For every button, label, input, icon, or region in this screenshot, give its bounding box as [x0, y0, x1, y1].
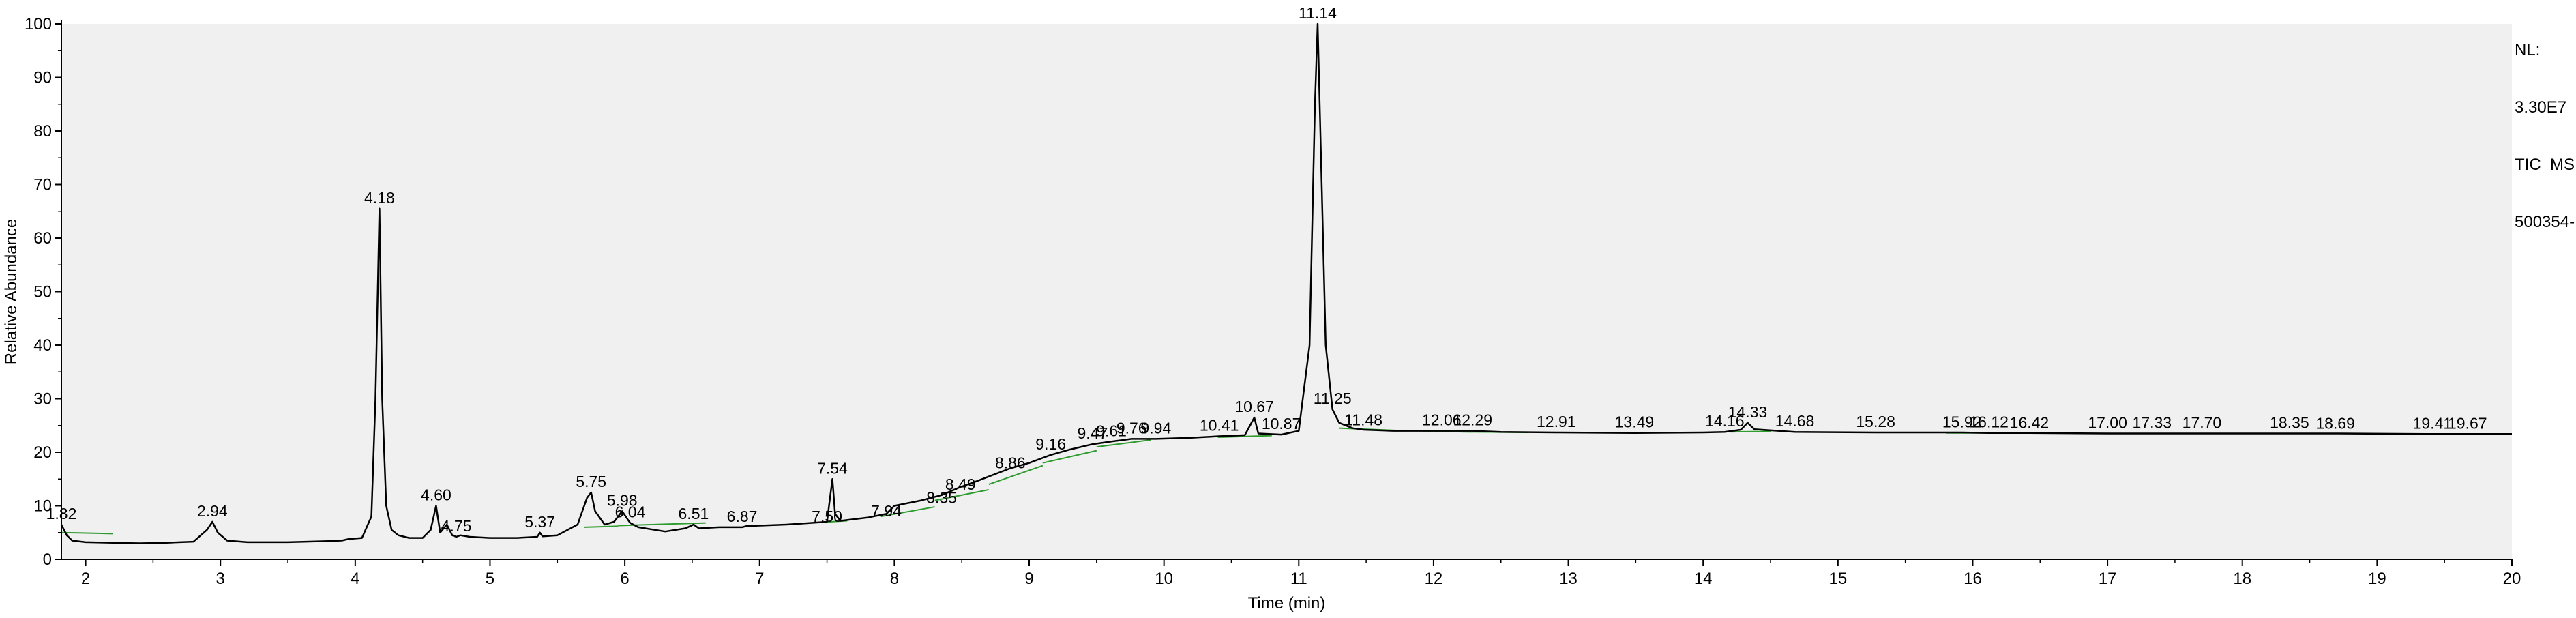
- x-tick-label: 2: [81, 570, 90, 588]
- y-tick-label: 60: [33, 229, 52, 248]
- integration-baseline: [1217, 435, 1272, 439]
- scan-info-panel: NL: 3.30E7 TIC MS 500354-: [2515, 3, 2575, 251]
- x-tick-label: 17: [2099, 570, 2117, 588]
- x-tick-label: 20: [2503, 570, 2521, 588]
- x-tick-label: 15: [1829, 570, 1847, 588]
- integration-baseline: [584, 525, 619, 528]
- x-tick-label: 10: [1155, 570, 1173, 588]
- x-tick-label: 7: [755, 570, 764, 588]
- integration-baseline: [1096, 439, 1151, 448]
- x-tick-label: 3: [216, 570, 225, 588]
- peak-label: 17.00: [2088, 414, 2127, 432]
- x-axis-title: Time (min): [1248, 594, 1326, 613]
- y-tick-label: 50: [33, 283, 52, 301]
- peak-label: 6.04: [615, 503, 646, 521]
- peak-label: 11.48: [1344, 411, 1382, 429]
- peak-label: 9.47: [1078, 424, 1108, 442]
- axes: 0 10 20 30 40 50 60 70 80 90 100 2 3 4 5 6 7 8 9 10 11 12 13 14…: [25, 15, 2521, 588]
- y-tick-label: 30: [33, 390, 52, 409]
- y-tick-label: 20: [33, 443, 52, 462]
- peak-label: 11.14: [1299, 4, 1337, 22]
- peak-label: 5.98: [607, 491, 638, 509]
- tic-trace-line: [60, 23, 2512, 544]
- x-tick-label: 9: [1024, 570, 1033, 588]
- x-tick-label: 16: [1964, 570, 1982, 588]
- integration-baseline: [1730, 430, 1771, 433]
- y-tick-label: 0: [43, 550, 52, 569]
- y-tick-label: 80: [33, 122, 52, 141]
- peak-label: 9.76: [1116, 419, 1147, 437]
- y-tick-label: 10: [33, 497, 52, 516]
- peak-label: 6.51: [679, 505, 709, 523]
- sample-name: 500354-: [2515, 213, 2575, 231]
- x-tick-label: 13: [1559, 570, 1578, 588]
- x-tick-label: 14: [1694, 570, 1713, 588]
- peak-labels: 1.82 2.944.184.604.75 5.375.755.986.04 6.51…: [46, 4, 2487, 535]
- y-tick-label: 90: [33, 69, 52, 87]
- x-tick-label: 4: [351, 570, 359, 588]
- nl-value: 3.30E7: [2515, 98, 2567, 117]
- peak-label: 9.61: [1096, 422, 1127, 439]
- peak-label: 6.87: [727, 507, 758, 525]
- peak-label: 8.49: [945, 475, 976, 493]
- peak-label: 5.75: [576, 473, 606, 490]
- y-tick-label: 40: [33, 336, 52, 355]
- peak-label: 4.75: [441, 517, 472, 535]
- integration-baseline: [988, 465, 1043, 486]
- x-tick-label: 18: [2233, 570, 2251, 588]
- peak-label: 14.68: [1775, 412, 1815, 430]
- peak-label: 13.49: [1615, 413, 1655, 431]
- integration-baseline: [934, 488, 989, 501]
- peak-label: 19.67: [2448, 414, 2487, 432]
- x-tick-label: 11: [1290, 570, 1307, 588]
- peak-label: 12.06: [1422, 411, 1462, 429]
- peak-label: 15.92: [1942, 413, 1982, 431]
- peak-label: 19.41: [2413, 414, 2453, 432]
- peak-label: 9.16: [1035, 435, 1066, 453]
- peak-label: 7.50: [812, 507, 842, 525]
- peak-label: 16.42: [2010, 414, 2049, 432]
- x-tick-label: 5: [486, 570, 494, 588]
- x-tick-label: 19: [2368, 570, 2386, 588]
- peak-label: 7.94: [871, 502, 902, 520]
- peak-label: 17.70: [2182, 414, 2222, 432]
- peak-label: 4.60: [421, 486, 451, 504]
- peak-label: 10.41: [1200, 416, 1239, 434]
- peak-label: 8.35: [926, 488, 957, 506]
- peak-label: 12.91: [1537, 413, 1576, 430]
- y-tick-label: 100: [25, 15, 52, 33]
- peak-label: 2.94: [197, 502, 228, 520]
- integration-baseline: [1042, 450, 1097, 464]
- nl-label: NL:: [2515, 41, 2541, 59]
- peak-label: 5.37: [524, 513, 555, 531]
- x-tick-label: 12: [1425, 570, 1443, 588]
- x-tick-label: 6: [620, 570, 629, 588]
- peak-label: 14.16: [1705, 412, 1745, 430]
- y-tick-label: 70: [33, 176, 52, 194]
- peak-label: 17.33: [2133, 414, 2172, 432]
- peak-label: 12.29: [1453, 411, 1492, 429]
- peak-label: 18.69: [2315, 414, 2355, 432]
- peak-label: 16.12: [1969, 413, 2009, 431]
- integration-baseline: [880, 506, 935, 518]
- peak-label: 10.67: [1234, 398, 1274, 415]
- peak-label: 10.87: [1262, 415, 1301, 432]
- x-tick-label: 8: [890, 570, 899, 588]
- peak-label: 9.94: [1140, 419, 1171, 437]
- peak-label: 7.54: [817, 459, 848, 477]
- peak-label: 18.35: [2270, 414, 2309, 432]
- peak-label: 14.33: [1728, 403, 1768, 421]
- scan-filter: TIC MS: [2515, 156, 2575, 174]
- peak-label: 4.18: [364, 189, 395, 207]
- plot-area: [61, 24, 2512, 559]
- peak-label: 11.25: [1314, 389, 1352, 407]
- peak-label: 15.28: [1856, 413, 1895, 430]
- integration-baseline: [61, 531, 113, 535]
- peak-label: 8.86: [995, 454, 1026, 471]
- y-axis-title: Relative Abundance: [2, 219, 20, 365]
